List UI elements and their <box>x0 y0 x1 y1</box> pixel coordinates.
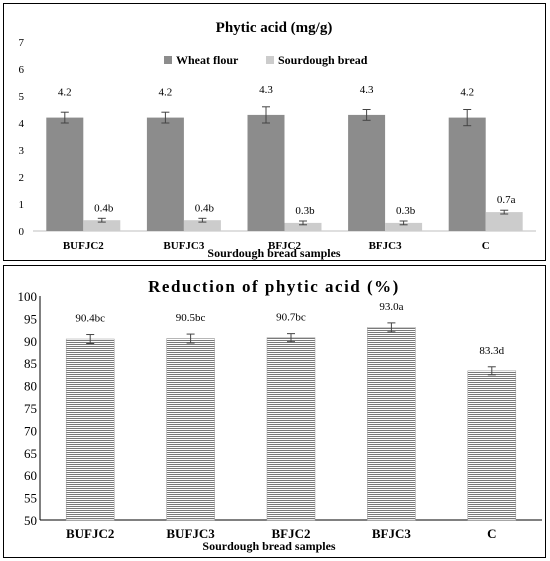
data-label-sourdough-bread-bfjc2: 0.3b <box>295 205 315 217</box>
bar-sourdough-bread-c <box>485 212 523 231</box>
y-tick-label-100: 100 <box>18 289 38 304</box>
bar-wheat-flour-bufjc2 <box>46 117 84 231</box>
x-axis-label: Sourdough bread samples <box>207 246 340 260</box>
y-tick-label-1: 1 <box>19 199 25 211</box>
legend-swatch-wheat-flour <box>164 56 172 64</box>
data-label-wheat-flour-bufjc3: 4.2 <box>159 87 173 99</box>
y-tick-label-0: 0 <box>19 226 25 238</box>
phytic-acid-chart: Phytic acid (mg/g) Sourdough bread sampl… <box>19 20 536 260</box>
y-tick-label-75: 75 <box>24 401 37 416</box>
error-bar-sourdough-bread-bufjc2 <box>97 217 106 223</box>
y-tick-label-5: 5 <box>19 91 25 103</box>
error-bar-bufjc2 <box>86 334 95 344</box>
error-bar-wheat-flour-bufjc2 <box>60 111 69 124</box>
y-tick-label-2: 2 <box>19 172 25 184</box>
bar-bfjc2 <box>266 337 316 521</box>
data-label-c: 83.3d <box>479 345 504 357</box>
error-bar-sourdough-bread-bfjc2 <box>299 220 307 226</box>
error-bar-bfjc2 <box>287 333 295 343</box>
error-bar-wheat-flour-bfjc2 <box>262 106 270 124</box>
x-tick-label-bfjc3: BFJC3 <box>369 240 403 252</box>
y-tick-label-60: 60 <box>24 468 37 483</box>
error-bar-bufjc3 <box>186 333 195 344</box>
x-tick-label-bfjc3: BFJC3 <box>372 526 412 541</box>
y-tick-label-70: 70 <box>24 423 37 438</box>
bar-sourdough-bread-bfjc2 <box>284 222 322 231</box>
y-tick-label-6: 6 <box>19 64 25 76</box>
x-tick-label-bufjc2: BUFJC2 <box>63 240 104 252</box>
data-label-sourdough-bread-bfjc3: 0.3b <box>396 205 416 217</box>
error-bar-bfjc3 <box>387 322 396 333</box>
error-bar-sourdough-bread-c <box>500 209 509 215</box>
data-label-bufjc2: 90.4bc <box>75 313 105 325</box>
x-tick-label-bfjc2: BFJC2 <box>268 240 302 252</box>
chart-title: Reduction of phytic acid (%) <box>148 277 400 296</box>
x-tick-label-c: C <box>482 240 490 252</box>
y-tick-label-80: 80 <box>24 379 37 394</box>
error-bar-wheat-flour-c <box>463 109 472 127</box>
data-label-bfjc3: 93.0a <box>379 301 403 313</box>
x-tick-label-bufjc3: BUFJC3 <box>163 240 204 252</box>
x-tick-label-bfjc2: BFJC2 <box>272 526 311 541</box>
bar-sourdough-bread-bfjc3 <box>385 222 423 231</box>
bar-bufjc3 <box>166 338 215 521</box>
data-label-sourdough-bread-c: 0.7a <box>497 194 516 206</box>
y-tick-label-3: 3 <box>19 145 25 157</box>
x-axis-label: Sourdough bread samples <box>202 539 335 553</box>
bar-bfjc3 <box>367 327 416 521</box>
bar-wheat-flour-bfjc3 <box>348 114 386 231</box>
legend-label-wheat-flour: Wheat flour <box>176 53 239 67</box>
bar-c <box>467 370 517 521</box>
bar-bufjc2 <box>65 338 115 521</box>
bar-wheat-flour-bufjc3 <box>146 117 184 231</box>
y-tick-label-50: 50 <box>24 513 37 528</box>
x-tick-label-bufjc2: BUFJC2 <box>66 526 114 541</box>
error-bar-sourdough-bread-bfjc3 <box>399 220 408 226</box>
legend-swatch-sourdough-bread <box>266 56 274 64</box>
y-tick-label-95: 95 <box>24 311 37 326</box>
bar-wheat-flour-bfjc2 <box>247 114 285 231</box>
y-tick-label-65: 65 <box>24 446 37 461</box>
y-tick-label-85: 85 <box>24 356 37 371</box>
data-label-wheat-flour-bfjc2: 4.3 <box>259 84 273 96</box>
y-tick-label-4: 4 <box>19 118 25 130</box>
y-tick-label-55: 55 <box>24 491 37 506</box>
x-tick-label-c: C <box>487 526 496 541</box>
data-label-bfjc2: 90.7bc <box>276 312 306 324</box>
chart-title: Phytic acid (mg/g) <box>216 20 333 36</box>
error-bar-sourdough-bread-bufjc3 <box>198 217 207 223</box>
bar-wheat-flour-c <box>448 117 486 231</box>
phytic-acid-chart-panel: Phytic acid (mg/g) Sourdough bread sampl… <box>3 3 546 261</box>
bar-sourdough-bread-bufjc2 <box>83 220 121 231</box>
legend-label-sourdough-bread: Sourdough bread <box>278 53 368 67</box>
data-label-wheat-flour-bfjc3: 4.3 <box>360 84 374 96</box>
data-label-sourdough-bread-bufjc2: 0.4b <box>94 202 114 214</box>
bar-sourdough-bread-bufjc3 <box>183 220 221 231</box>
error-bar-wheat-flour-bfjc3 <box>362 109 371 121</box>
y-tick-label-90: 90 <box>24 334 37 349</box>
error-bar-c <box>487 366 496 376</box>
reduction-chart-panel: Reduction of phytic acid (%) Sourdough b… <box>3 265 546 558</box>
x-tick-label-bufjc3: BUFJC3 <box>166 526 215 541</box>
data-label-bufjc3: 90.5bc <box>176 312 206 324</box>
data-label-wheat-flour-bufjc2: 4.2 <box>58 87 72 99</box>
data-label-sourdough-bread-bufjc3: 0.4b <box>195 202 215 214</box>
legend: Wheat flour Sourdough bread <box>164 53 368 67</box>
reduction-chart: Reduction of phytic acid (%) Sourdough b… <box>18 277 542 553</box>
data-label-wheat-flour-c: 4.2 <box>460 87 474 99</box>
error-bar-wheat-flour-bufjc3 <box>161 111 170 124</box>
y-tick-label-7: 7 <box>19 37 25 49</box>
